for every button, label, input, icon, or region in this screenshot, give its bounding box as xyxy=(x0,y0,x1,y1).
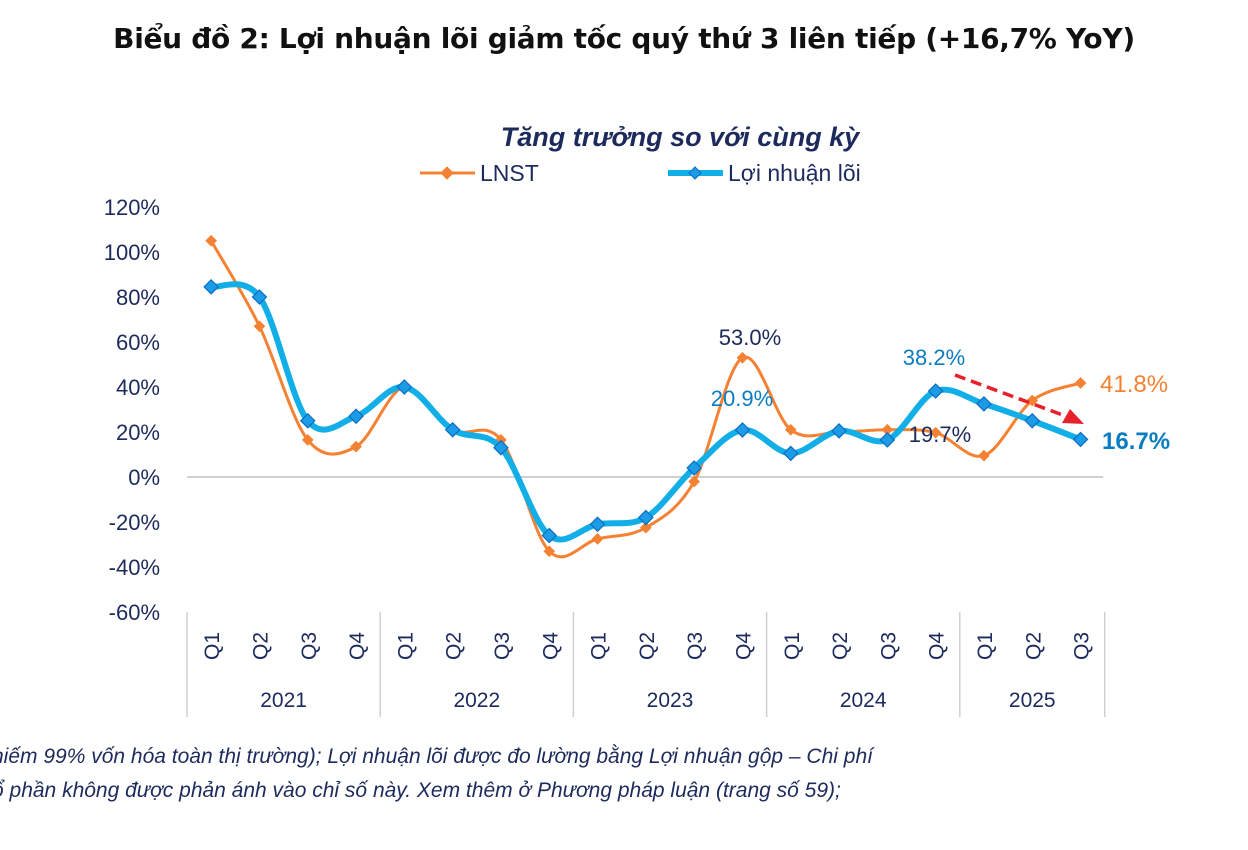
x-tick-label-quarter: Q3 xyxy=(877,632,900,660)
data-point-core-profit xyxy=(396,379,413,395)
data-point-core-profit xyxy=(734,422,751,438)
x-tick-label-quarter: Q1 xyxy=(781,632,804,660)
data-point-lnst xyxy=(591,533,604,545)
data-point-core-profit xyxy=(444,421,461,438)
x-tick-label-quarter: Q4 xyxy=(539,632,562,660)
data-point-lnst xyxy=(1026,394,1039,407)
x-tick-label-quarter: Q2 xyxy=(636,632,659,660)
x-tick-label-quarter: Q4 xyxy=(346,632,369,660)
data-point-core-profit xyxy=(831,423,847,439)
data-point-core-profit xyxy=(589,516,606,533)
data-point-core-profit xyxy=(1024,412,1041,429)
legend-label-0: LNST xyxy=(480,160,539,186)
trend-arrow-line xyxy=(954,373,1069,419)
y-tick-label: -40% xyxy=(109,555,160,580)
x-tick-label-quarter: Q2 xyxy=(443,632,466,660)
data-point-core-profit xyxy=(251,289,268,305)
footnote-line-1: hiếm 99% vốn hóa toàn thị trường); Lợi n… xyxy=(0,745,873,768)
data-point-core-profit xyxy=(1072,431,1089,448)
data-point-core-profit xyxy=(782,445,799,462)
data-point-core-profit xyxy=(299,412,316,429)
data-point-core-profit xyxy=(493,439,509,456)
data-point-lnst xyxy=(736,351,749,364)
x-tick-label-year: 2023 xyxy=(647,689,694,712)
data-label: 38.2% xyxy=(903,345,965,370)
x-tick-label-quarter: Q2 xyxy=(829,632,852,660)
x-tick-label-quarter: Q2 xyxy=(1022,632,1045,660)
data-point-lnst xyxy=(978,449,990,462)
x-tick-label-year: 2024 xyxy=(840,689,887,712)
data-label: 20.9% xyxy=(711,386,773,411)
footnote-line-2: ổ phần không được phản ánh vào chỉ số nà… xyxy=(0,779,841,802)
x-tick-label-quarter: Q4 xyxy=(926,632,949,660)
y-tick-label: -20% xyxy=(109,510,160,535)
data-point-lnst xyxy=(253,320,266,333)
data-point-lnst xyxy=(929,426,942,439)
figure-title: Biểu đồ 2: Lợi nhuận lõi giảm tốc quý th… xyxy=(113,22,1135,55)
data-point-core-profit xyxy=(541,527,558,544)
data-point-lnst xyxy=(301,434,314,446)
trend-arrowhead xyxy=(1062,409,1084,424)
x-tick-label-quarter: Q1 xyxy=(588,632,611,660)
legend-marker-0 xyxy=(440,166,454,180)
data-point-core-profit xyxy=(976,396,992,412)
x-tick-label-quarter: Q2 xyxy=(249,632,272,660)
y-tick-label: 20% xyxy=(116,420,160,445)
data-point-lnst xyxy=(205,234,217,247)
data-point-lnst xyxy=(1074,377,1087,389)
x-tick-label-quarter: Q1 xyxy=(201,632,224,660)
chart-title: Tăng trưởng so với cùng kỳ xyxy=(501,122,862,152)
x-tick-label-quarter: Q3 xyxy=(491,632,514,660)
data-point-core-profit xyxy=(638,509,654,526)
x-tick-label-quarter: Q3 xyxy=(1071,632,1094,660)
x-tick-label-year: 2025 xyxy=(1009,689,1056,712)
data-point-core-profit xyxy=(927,383,944,399)
data-label: 53.0% xyxy=(719,325,781,350)
data-point-lnst xyxy=(688,475,700,488)
data-point-lnst xyxy=(784,423,797,436)
y-tick-label: 0% xyxy=(128,465,160,490)
legend-marker-1 xyxy=(688,166,702,180)
x-tick-label-quarter: Q3 xyxy=(298,632,321,660)
data-label: 19.7% xyxy=(909,422,971,447)
y-tick-label: 80% xyxy=(116,285,160,310)
data-point-core-profit xyxy=(879,432,896,448)
x-tick-label-quarter: Q1 xyxy=(974,632,997,660)
data-label: 16.7% xyxy=(1102,428,1170,455)
data-label: 41.8% xyxy=(1100,371,1168,398)
data-point-lnst xyxy=(350,440,362,453)
data-point-lnst xyxy=(640,521,652,534)
data-point-core-profit xyxy=(686,460,702,476)
x-tick-label-quarter: Q3 xyxy=(684,632,707,660)
y-tick-label: 100% xyxy=(104,240,160,265)
data-point-core-profit xyxy=(348,408,364,425)
legend-label-1: Lợi nhuận lõi xyxy=(728,160,861,186)
x-tick-label-quarter: Q4 xyxy=(732,632,755,660)
series-line-core-profit xyxy=(210,281,1082,543)
data-point-core-profit xyxy=(203,279,219,295)
data-point-lnst xyxy=(543,545,556,558)
y-tick-label: -60% xyxy=(109,600,160,625)
y-tick-label: 40% xyxy=(116,375,160,400)
x-tick-label-quarter: Q1 xyxy=(394,632,417,660)
x-tick-label-year: 2021 xyxy=(260,689,307,712)
y-tick-label: 60% xyxy=(116,330,160,355)
series-line-lnst xyxy=(209,240,1082,559)
y-tick-label: 120% xyxy=(104,195,160,220)
x-tick-label-year: 2022 xyxy=(453,689,500,712)
